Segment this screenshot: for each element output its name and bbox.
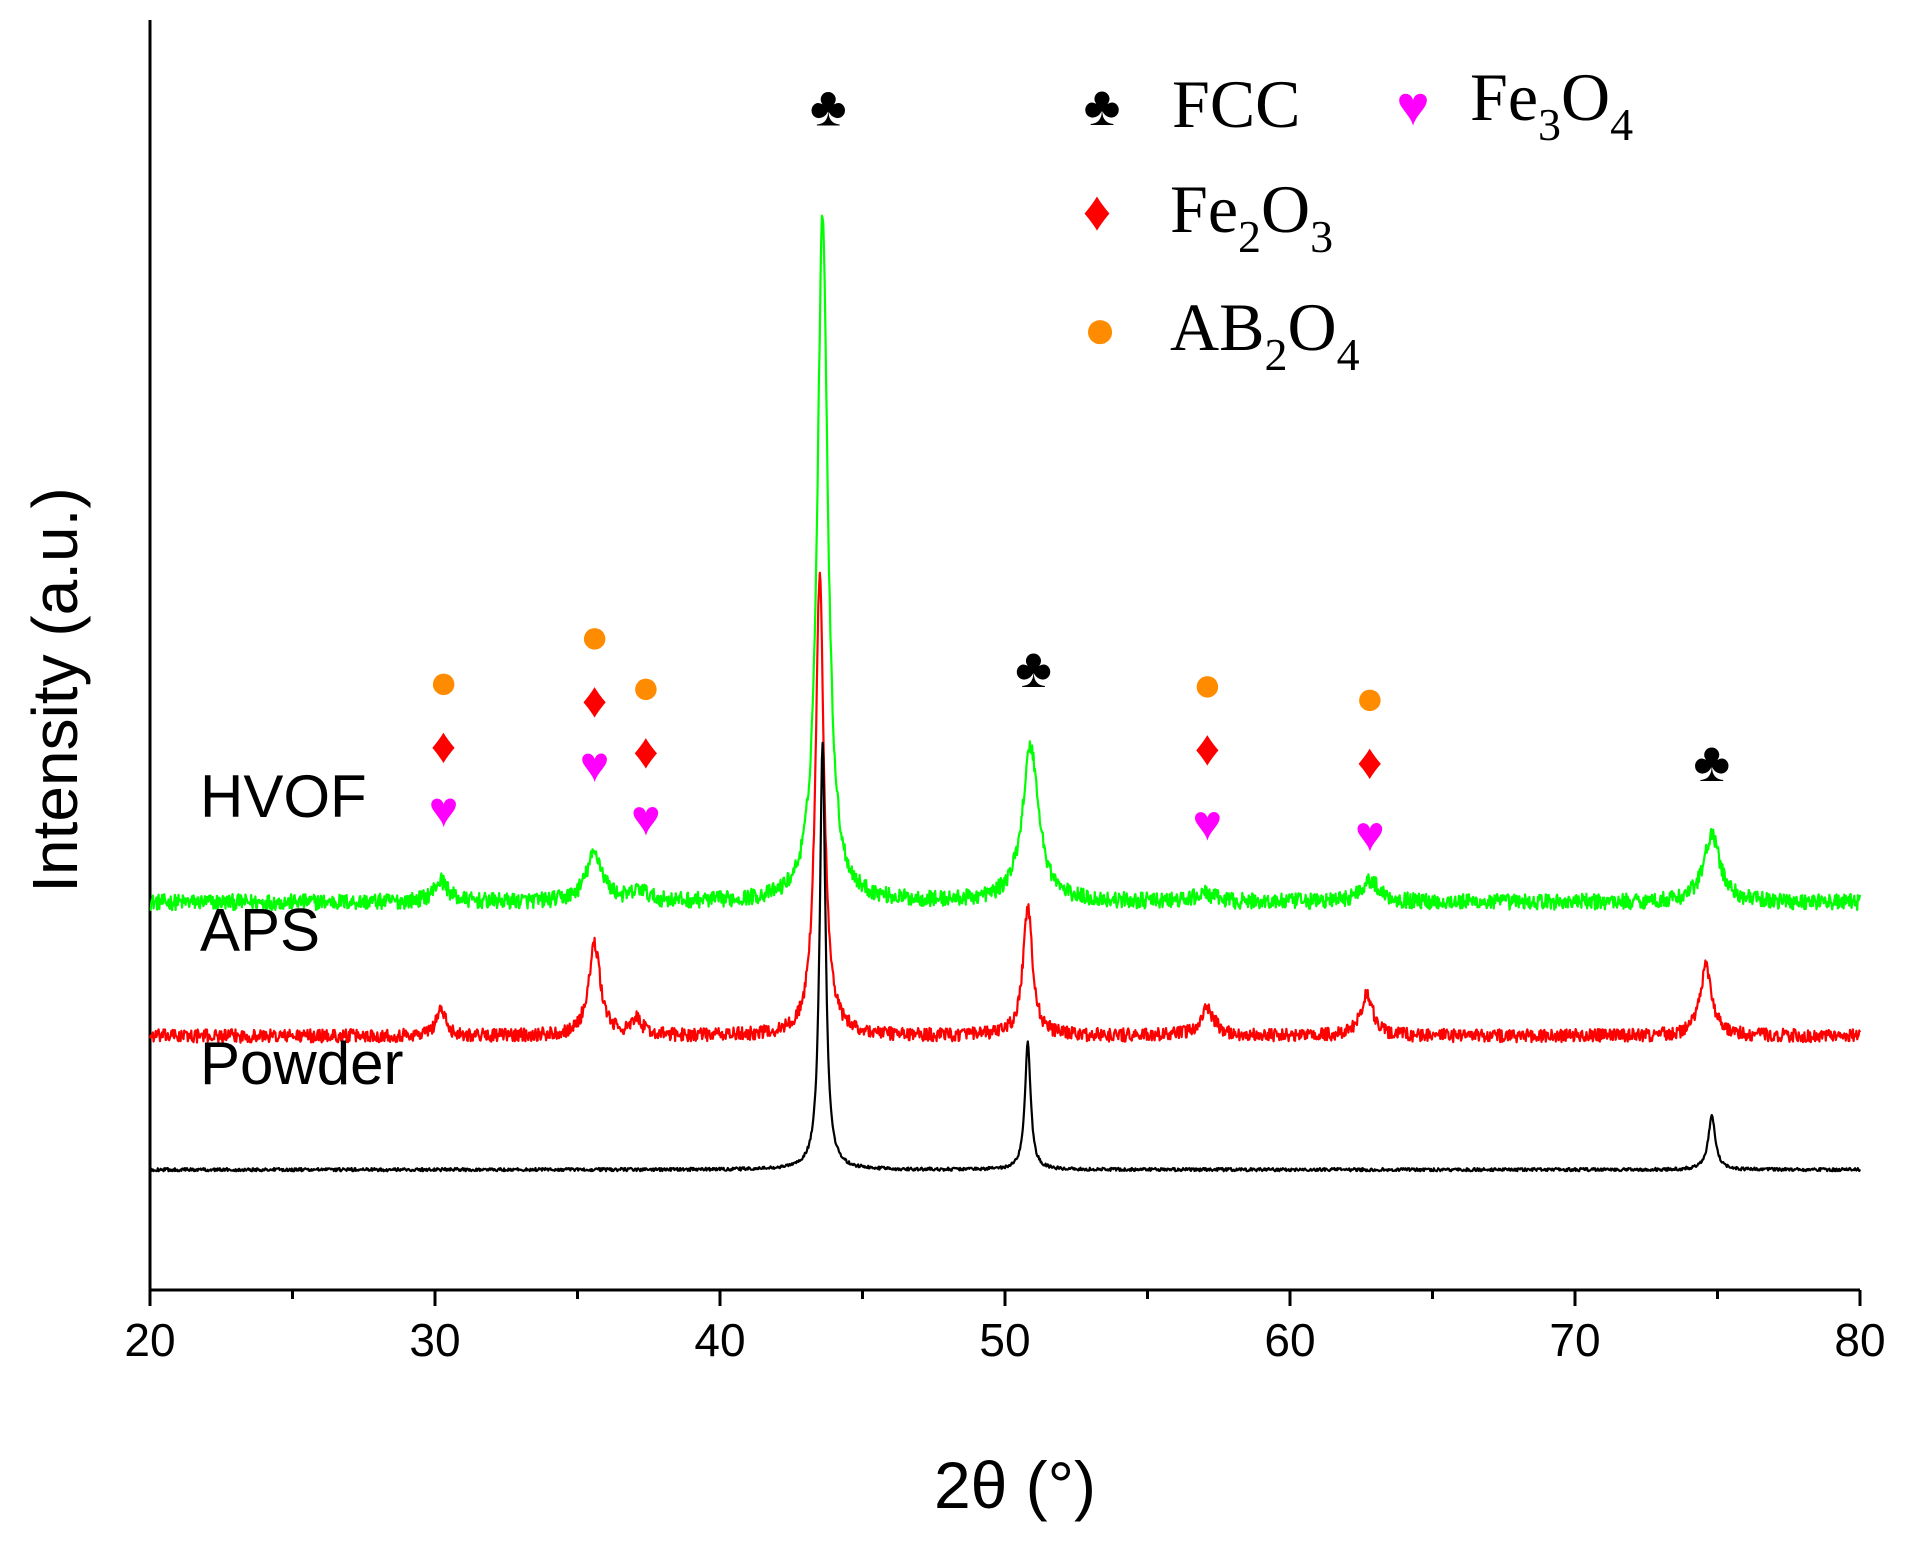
marker-ab2o4-icon: ● xyxy=(1192,656,1222,712)
series-label-powder: Powder xyxy=(200,1030,403,1097)
legend-label-fe3o4: Fe3O4 xyxy=(1470,59,1633,150)
marker-ab2o4-icon: ● xyxy=(428,653,458,709)
marker-fe2o3-icon: ♦ xyxy=(431,718,457,774)
legend-text: O xyxy=(1561,59,1610,135)
legend-text: O xyxy=(1287,289,1336,365)
series-group xyxy=(148,214,1862,1173)
phase-markers: ♣ ♣ ♣ ● ♦ ♥ ● ♦ ♥ ● ♦ ♥ ● ♦ ♥ ● ♦ ♥ xyxy=(428,75,1730,862)
series-label-hvof: HVOF xyxy=(200,763,367,830)
legend-subscript: 3 xyxy=(1310,211,1333,262)
marker-fe3o4-icon: ♥ xyxy=(580,736,610,792)
marker-fe3o4-icon: ♥ xyxy=(429,782,459,838)
series-line-aps xyxy=(148,571,1862,1044)
marker-fe2o3-icon: ♦ xyxy=(1195,720,1221,776)
x-tick-label: 50 xyxy=(979,1314,1030,1366)
legend-fe2o3-icon: ♦ xyxy=(1083,179,1112,242)
marker-fe3o4-icon: ♥ xyxy=(631,790,661,846)
legend-text: Fe xyxy=(1470,59,1538,135)
marker-ab2o4-icon: ● xyxy=(1355,669,1385,725)
x-tick-label: 20 xyxy=(124,1314,175,1366)
axes: 20 30 40 50 60 70 80 xyxy=(124,20,1886,1366)
marker-fe3o4-icon: ♥ xyxy=(1193,795,1223,851)
x-tick-label: 80 xyxy=(1834,1314,1885,1366)
marker-ab2o4-icon: ● xyxy=(579,608,609,664)
x-tick-label: 70 xyxy=(1549,1314,1600,1366)
marker-fe2o3-icon: ♦ xyxy=(633,723,659,779)
legend-text: AB xyxy=(1170,289,1264,365)
legend-text: FCC xyxy=(1172,66,1301,142)
legend-subscript: 4 xyxy=(1337,329,1360,380)
marker-fe2o3-icon: ♦ xyxy=(1357,734,1383,790)
legend-subscript: 4 xyxy=(1610,99,1633,150)
series-line-powder xyxy=(149,741,1862,1173)
x-tick-label: 40 xyxy=(694,1314,745,1366)
series-line-hvof xyxy=(149,214,1862,912)
legend-fcc-icon: ♣ xyxy=(1084,74,1121,137)
legend-ab2o4-icon: ● xyxy=(1083,297,1117,360)
marker-fe3o4-icon: ♥ xyxy=(1355,806,1385,862)
legend-fe3o4-icon: ♥ xyxy=(1396,74,1429,137)
x-tick-label: 30 xyxy=(409,1314,460,1366)
y-axis-title: Intensity (a.u.) xyxy=(19,487,91,893)
marker-fcc-icon: ♣ xyxy=(810,75,847,138)
legend-label-fe2o3: Fe2O3 xyxy=(1170,171,1333,262)
legend-label-fcc: FCC xyxy=(1172,66,1301,142)
legend-label-ab2o4: AB2O4 xyxy=(1170,289,1360,380)
legend-text: Fe xyxy=(1170,171,1238,247)
legend-subscript: 3 xyxy=(1538,99,1561,150)
x-tick-label: 60 xyxy=(1264,1314,1315,1366)
x-axis-title: 2θ (°) xyxy=(934,1448,1096,1522)
legend-subscript: 2 xyxy=(1264,329,1287,380)
legend-text: O xyxy=(1261,171,1310,247)
marker-fcc-icon: ♣ xyxy=(1015,636,1052,699)
marker-ab2o4-icon: ● xyxy=(631,659,661,715)
series-label-aps: APS xyxy=(200,896,320,963)
legend: ♣ FCC ♥ Fe3O4♦ Fe2O3● AB2O4 xyxy=(1083,59,1633,380)
series-labels: HVOF APS Powder xyxy=(200,763,403,1097)
legend-subscript: 2 xyxy=(1238,211,1261,262)
marker-fe2o3-icon: ♦ xyxy=(582,672,608,728)
marker-fcc-icon: ♣ xyxy=(1693,730,1730,793)
